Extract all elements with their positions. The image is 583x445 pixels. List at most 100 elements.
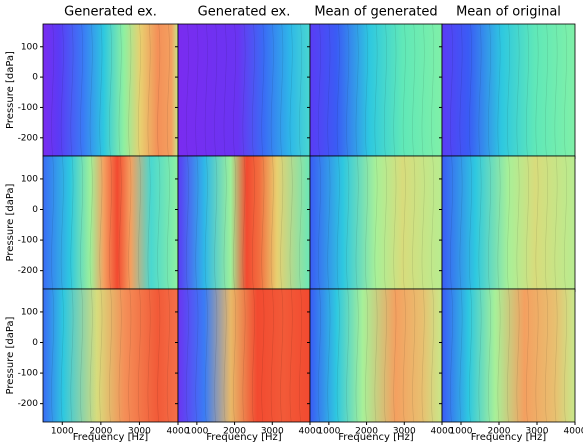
contour — [109, 23, 112, 157]
y-axis-label: Pressure [daPa] — [5, 183, 16, 261]
panel-frame — [441, 288, 576, 423]
contour — [138, 288, 141, 423]
contour — [270, 288, 274, 423]
contour — [89, 288, 93, 423]
contour — [393, 288, 397, 423]
contour — [327, 23, 331, 157]
x-axis-label: Frequency [Hz] — [73, 432, 149, 443]
contour — [204, 23, 208, 157]
contour — [402, 23, 406, 157]
contour — [299, 23, 302, 157]
contour — [233, 155, 236, 290]
contour — [128, 155, 132, 290]
contour — [421, 288, 425, 423]
contour — [365, 23, 368, 157]
contour — [270, 23, 274, 157]
contour — [252, 288, 255, 423]
contour — [186, 288, 189, 423]
contour — [497, 288, 501, 423]
y-tick-label: 100 — [21, 307, 38, 317]
contour — [507, 23, 510, 157]
contour — [384, 288, 387, 423]
x-tick-label: 2000 — [355, 427, 378, 437]
contour — [109, 155, 112, 290]
contour — [299, 155, 302, 290]
column-title: Generated ex. — [64, 5, 157, 20]
x-tick-label: 4000 — [167, 427, 190, 437]
contour — [70, 23, 74, 157]
contour — [118, 23, 122, 157]
y-tick-label: -100 — [18, 103, 39, 113]
contour — [507, 288, 510, 423]
contour — [261, 23, 265, 157]
contour — [355, 23, 359, 157]
contour — [233, 23, 236, 157]
column-title: Mean of generated — [314, 5, 437, 20]
contour — [346, 23, 350, 157]
contour — [469, 155, 472, 290]
contour — [327, 155, 331, 290]
contour — [318, 155, 321, 290]
contour — [384, 155, 387, 290]
column-title: Mean of original — [456, 5, 561, 20]
contour — [223, 23, 227, 157]
contour — [336, 155, 340, 290]
contour — [60, 288, 64, 423]
contour — [157, 23, 161, 157]
contour — [478, 23, 482, 157]
contour — [128, 23, 132, 157]
column-title: Generated ex. — [198, 5, 291, 20]
contour — [318, 288, 321, 423]
contour — [535, 155, 539, 290]
contour — [157, 155, 161, 290]
heatmap — [178, 24, 310, 156]
contour — [280, 155, 284, 290]
contour — [459, 155, 463, 290]
contour — [280, 288, 284, 423]
contour — [450, 288, 453, 423]
contour — [70, 155, 74, 290]
contour — [545, 23, 548, 157]
contour — [336, 288, 340, 423]
contour — [355, 288, 359, 423]
contour — [488, 288, 491, 423]
y-axis-label: Pressure [daPa] — [5, 51, 16, 129]
contour — [318, 23, 321, 157]
heatmap — [442, 24, 575, 156]
contour — [138, 155, 141, 290]
y-tick-label: 100 — [21, 174, 38, 184]
contour — [365, 288, 368, 423]
y-tick-label: 0 — [32, 205, 38, 215]
heatmap — [43, 156, 178, 289]
contour — [223, 155, 227, 290]
contour — [402, 155, 406, 290]
contour — [374, 288, 378, 423]
contour — [166, 155, 170, 290]
contour — [252, 155, 255, 290]
contour — [469, 288, 472, 423]
contour — [355, 155, 359, 290]
x-tick-label: 1000 — [51, 427, 74, 437]
contour — [459, 288, 463, 423]
contour — [147, 23, 151, 157]
contour — [60, 23, 64, 157]
contour — [431, 23, 434, 157]
x-tick-label: 1000 — [450, 427, 473, 437]
contour — [186, 23, 189, 157]
x-tick-label: 2000 — [488, 427, 511, 437]
contour — [431, 288, 434, 423]
contour — [412, 155, 416, 290]
contour — [214, 155, 218, 290]
contour — [327, 288, 331, 423]
contour — [431, 155, 434, 290]
contour — [128, 288, 132, 423]
contour — [459, 23, 463, 157]
x-tick-label: 2000 — [223, 427, 246, 437]
contour — [242, 155, 246, 290]
contour — [488, 155, 491, 290]
contour — [147, 288, 151, 423]
heatmap — [178, 156, 310, 289]
contour — [535, 288, 539, 423]
contour — [526, 155, 529, 290]
